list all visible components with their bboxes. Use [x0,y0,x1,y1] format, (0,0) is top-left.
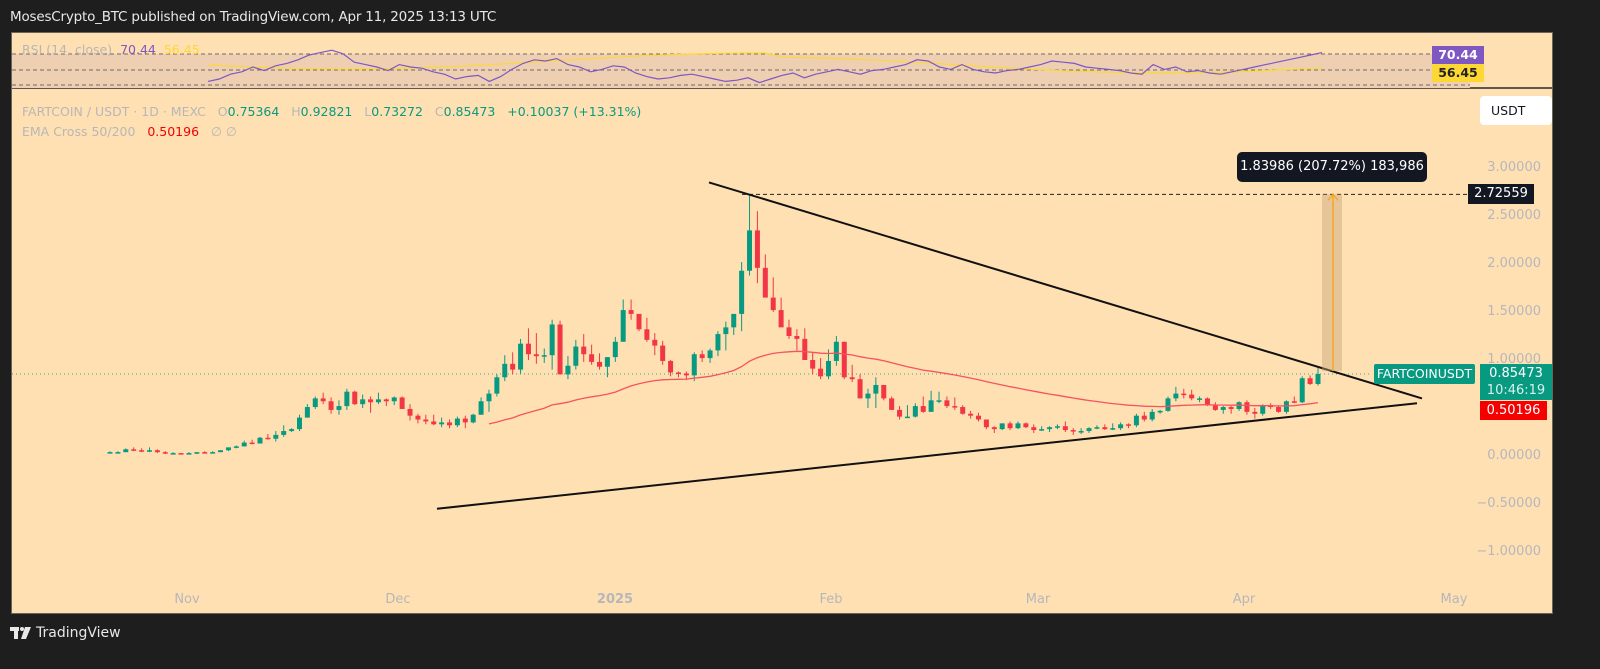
rsi-ma-badge: 56.45 [1432,64,1484,82]
price-tick: 2.50000 [1487,208,1541,223]
high-value: 0.92821 [300,104,353,119]
ascending-support-trendline [436,402,1418,510]
ema-value: 0.50196 [147,124,200,139]
close-value: 0.85473 [443,104,496,119]
tradingview-logo[interactable]: TradingView [10,625,121,641]
price-tick: 0.00000 [1487,448,1541,463]
rsi-band [12,54,1470,88]
rsi-pane[interactable]: RSI (14, close) 70.44 56.45 70.44 56.45 [12,33,1552,89]
symbol-badge: FARTCOINUSDT [1374,364,1475,384]
rsi-value: 70.44 [120,42,156,57]
time-tick: 2025 [596,592,634,607]
rsi-ma-value: 56.45 [163,42,200,57]
ema-label: EMA Cross 50/200 [22,124,136,139]
time-tick: May [1440,592,1468,607]
price-tick: 2.00000 [1487,256,1541,271]
publish-info: MosesCrypto_BTC published on TradingView… [10,9,497,25]
time-tick: Mar [1025,592,1051,607]
rsi-legend[interactable]: RSI (14, close) 70.44 56.45 [22,42,200,57]
price-tick: −1.00000 [1476,544,1541,559]
ohlc-row[interactable]: FARTCOIN / USDT · 1D · MEXC O0.75364 H0.… [22,104,642,119]
time-tick: Dec [385,592,411,607]
ema-row[interactable]: EMA Cross 50/200 0.50196 ∅ ∅ [22,122,641,142]
price-tick: 1.00000 [1487,352,1541,367]
open-value: 0.75364 [227,104,280,119]
last-price: 0.85473 [1489,366,1543,381]
high-line-badge: 2.72559 [1468,184,1534,204]
ema-extra: ∅ ∅ [210,124,237,139]
rsi-value-badge: 70.44 [1432,46,1484,64]
rsi-label: RSI (14, close) [22,42,113,57]
main-legend: FARTCOIN / USDT · 1D · MEXC O0.75364 H0.… [22,102,641,142]
symbol-label: FARTCOIN / USDT · 1D · MEXC [22,104,206,119]
low-value: 0.73272 [371,104,423,119]
descending-resistance-trendline [708,181,1423,400]
measure-tooltip: 1.83986 (207.72%) 183,986 [1237,152,1427,182]
price-tick: −0.50000 [1476,496,1541,511]
ema-price-badge: 0.50196 [1480,401,1547,420]
price-plot[interactable] [12,33,1553,614]
currency-button[interactable]: USDT [1480,96,1552,125]
rsi-plot [12,49,1470,86]
tradingview-logo-icon [10,627,31,639]
last-price-badge: 0.85473 10:46:19 [1480,364,1552,400]
time-tick: Feb [819,592,843,607]
brand-name: TradingView [36,625,121,641]
price-tick: 3.00000 [1487,160,1541,175]
change-value: +0.10037 (+13.31%) [507,104,642,119]
bar-countdown: 10:46:19 [1486,383,1546,398]
price-tick: 1.50000 [1487,304,1541,319]
chart-frame: RSI (14, close) 70.44 56.45 70.44 56.45 … [11,32,1553,614]
time-tick: Nov [174,592,200,607]
time-tick: Apr [1232,592,1256,607]
